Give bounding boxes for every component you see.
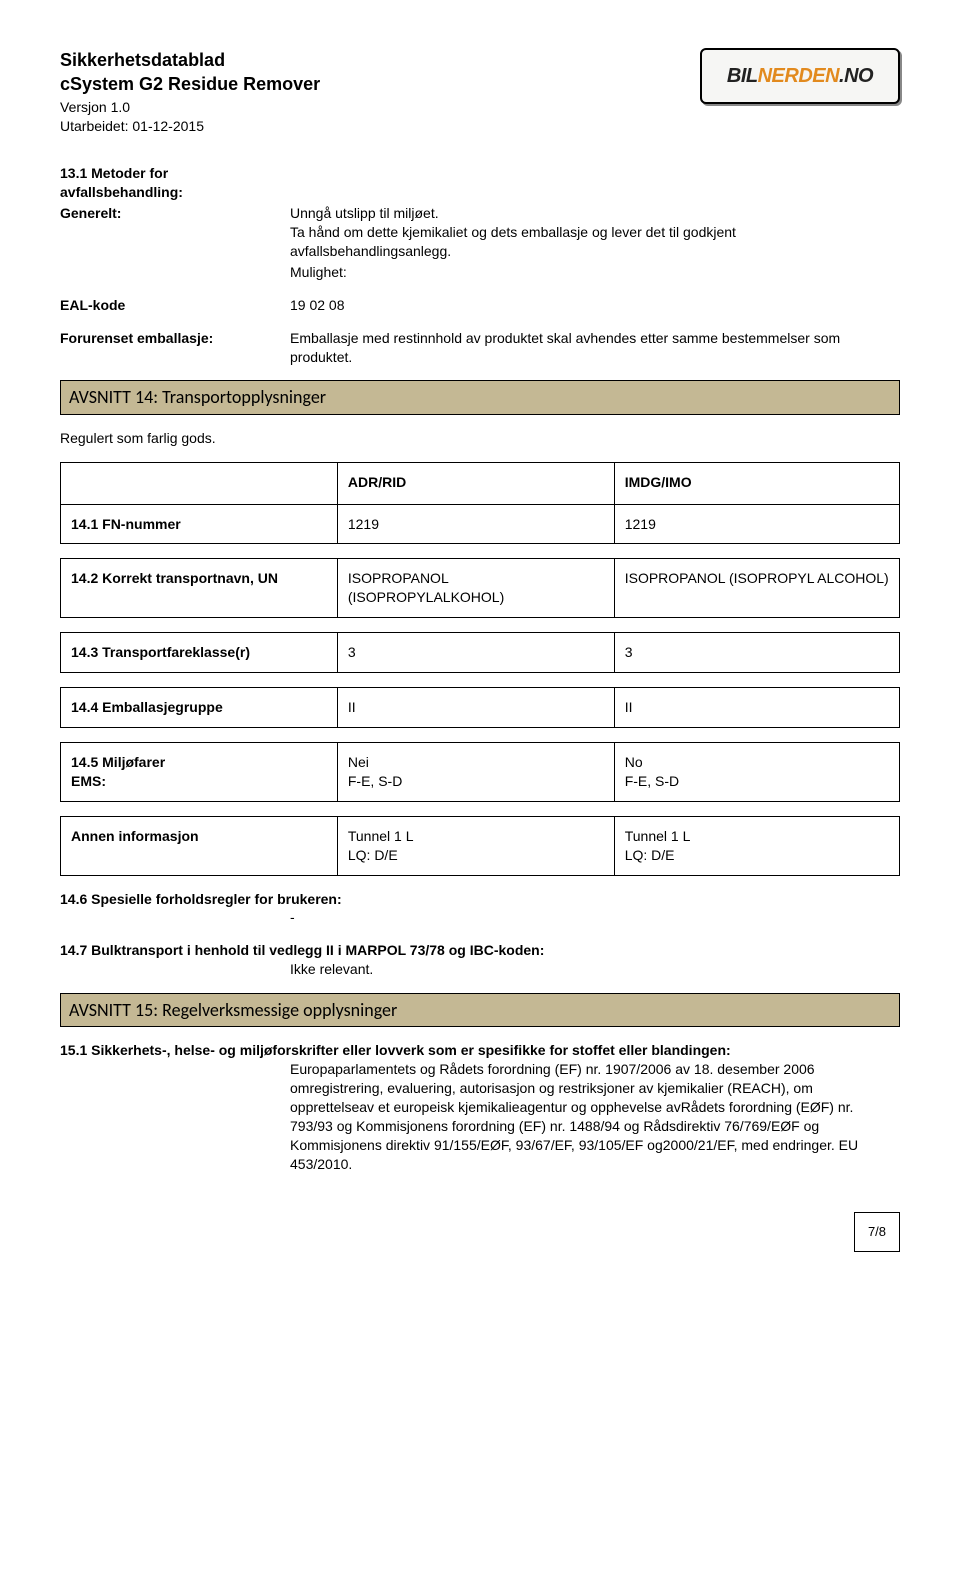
value-15-1: Europaparlamentets og Rådets forordning … <box>290 1060 900 1173</box>
label-eal: EAL-kode <box>60 296 290 315</box>
value-forurenset: Emballasje med restinnhold av produktet … <box>290 329 900 367</box>
table-row-4: 14.5 Miljøfarer EMS: Nei F-E, S-D No F-E… <box>60 742 900 802</box>
table-row-label: 14.1 FN-nummer <box>61 504 338 544</box>
doc-title: Sikkerhetsdatablad <box>60 48 700 72</box>
table-row-a: Nei F-E, S-D <box>337 743 614 802</box>
logo-part-no: .NO <box>839 63 873 90</box>
section-banner-15: AVSNITT 15: Regelverksmessige opplysning… <box>60 993 900 1027</box>
section-15-1: 15.1 Sikkerhets-, helse- og miljøforskri… <box>60 1041 900 1173</box>
header-left: Sikkerhetsdatablad cSystem G2 Residue Re… <box>60 48 700 136</box>
table-row-b: 1219 <box>614 504 899 544</box>
table-hdr-imdg: IMDG/IMO <box>614 462 899 504</box>
table-row-2: 14.3 Transportfareklasse(r) 3 3 <box>60 632 900 673</box>
table-hdr-adr: ADR/RID <box>337 462 614 504</box>
regulert-line: Regulert som farlig gods. <box>60 429 900 448</box>
table-row-1: 14.2 Korrekt transportnavn, UN ISOPROPAN… <box>60 558 900 618</box>
table-row-b: 3 <box>614 633 899 673</box>
heading-14-7: 14.7 Bulktransport i henhold til vedlegg… <box>60 941 900 960</box>
table-row-label: 14.3 Transportfareklasse(r) <box>61 633 338 673</box>
table-header: ADR/RID IMDG/IMO 14.1 FN-nummer 1219 121… <box>60 462 900 545</box>
logo-part-nerden: NERDEN <box>758 63 839 90</box>
table-row-b: II <box>614 688 899 728</box>
doc-date: Utarbeidet: 01-12-2015 <box>60 117 700 136</box>
table-row-a: 3 <box>337 633 614 673</box>
label-forurenset: Forurenset emballasje: <box>60 329 290 367</box>
doc-version: Versjon 1.0 <box>60 98 700 117</box>
label-blank <box>60 263 290 282</box>
table-row-b: ISOPROPANOL (ISOPROPYL ALCOHOL) <box>614 559 899 618</box>
table-row-label: 14.4 Emballasjegruppe <box>61 688 338 728</box>
table-row-5: Annen informasjon Tunnel 1 L LQ: D/E Tun… <box>60 816 900 876</box>
table-hdr-empty <box>61 462 338 504</box>
table-row-a: Tunnel 1 L LQ: D/E <box>337 816 614 875</box>
row-forurenset: Forurenset emballasje: Emballasje med re… <box>60 329 900 367</box>
page-number: 7/8 <box>854 1212 900 1252</box>
section-banner-14: AVSNITT 14: Transportopplysninger <box>60 380 900 414</box>
brand-logo: BILNERDEN.NO <box>700 48 900 104</box>
section-14-7: 14.7 Bulktransport i henhold til vedlegg… <box>60 941 900 979</box>
table-row-3: 14.4 Emballasjegruppe II II <box>60 687 900 728</box>
table-row-a: ISOPROPANOL (ISOPROPYLALKOHOL) <box>337 559 614 618</box>
table-row-label: 14.2 Korrekt transportnavn, UN <box>61 559 338 618</box>
table-row-b: No F-E, S-D <box>614 743 899 802</box>
row-eal: EAL-kode 19 02 08 <box>60 296 900 315</box>
doc-subtitle: cSystem G2 Residue Remover <box>60 72 700 96</box>
label-mulighet: Mulighet: <box>290 263 900 282</box>
section-14-6: 14.6 Spesielle forholdsregler for bruker… <box>60 890 900 928</box>
table-row-label: 14.5 Miljøfarer EMS: <box>61 743 338 802</box>
heading-14-6: 14.6 Spesielle forholdsregler for bruker… <box>60 890 900 909</box>
heading-13-1: 13.1 Metoder for avfallsbehandling: <box>60 164 290 202</box>
value-eal: 19 02 08 <box>290 296 900 315</box>
page-header: Sikkerhetsdatablad cSystem G2 Residue Re… <box>60 48 900 136</box>
heading-15-1: 15.1 Sikkerhets-, helse- og miljøforskri… <box>60 1041 900 1060</box>
table-row-label: Annen informasjon <box>61 816 338 875</box>
section-13-1: 13.1 Metoder for avfallsbehandling: Gene… <box>60 164 900 281</box>
table-row-a: II <box>337 688 614 728</box>
table-row-b: Tunnel 1 L LQ: D/E <box>614 816 899 875</box>
value-14-7: Ikke relevant. <box>290 960 900 979</box>
value-14-6: - <box>290 908 900 927</box>
value-general: Unngå utslipp til miljøet. Ta hånd om de… <box>290 204 900 261</box>
table-row-a: 1219 <box>337 504 614 544</box>
logo-part-bil: BIL <box>727 63 758 90</box>
label-general: Generelt: <box>60 204 290 261</box>
